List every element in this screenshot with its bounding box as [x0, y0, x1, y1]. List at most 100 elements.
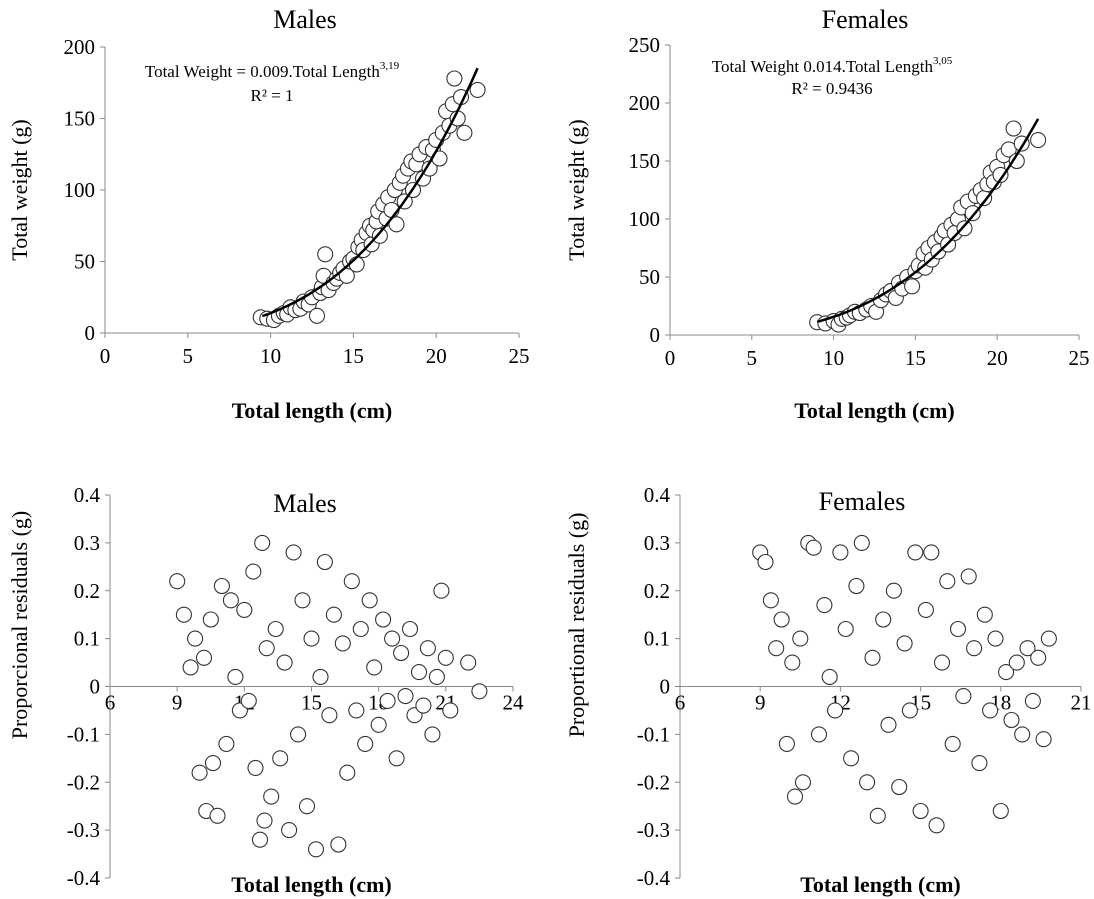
y-tick-label: 0.1: [74, 627, 100, 651]
x-tick-label: 20: [426, 344, 447, 368]
data-point: [285, 544, 302, 561]
females-weight-chart: Females 0 50 100 150 200 250 0 5 10 15 20 25 Total le…: [547, 0, 1094, 440]
data-point: [384, 630, 401, 647]
data-point: [971, 755, 988, 772]
data-point: [419, 640, 436, 657]
data-point: [471, 683, 488, 700]
x-axis-label: Total length (cm): [232, 398, 393, 423]
chart-title: Males: [273, 5, 337, 34]
data-point: [437, 649, 454, 666]
data-point: [794, 774, 812, 791]
data-point: [267, 620, 284, 638]
data-point: [379, 692, 396, 709]
x-tick-label: 6: [675, 691, 686, 715]
x-axis-label: Total length (cm): [231, 872, 392, 897]
y-tick-label: 0.4: [74, 483, 101, 507]
data-point: [245, 563, 262, 580]
y-tick-label: -0.3: [67, 818, 100, 842]
x-tick-label: 10: [823, 346, 844, 370]
y-tick-label: -0.4: [637, 866, 671, 890]
data-point: [343, 573, 360, 590]
y-tick-label: 0.2: [644, 579, 670, 603]
data-point: [307, 841, 325, 858]
data-point: [227, 668, 244, 685]
x-axis-label: Total length (cm): [794, 398, 955, 423]
x-axis-label: Total length (cm): [800, 872, 961, 897]
r-squared-label: R² = 1: [250, 86, 293, 105]
data-point: [912, 802, 929, 820]
data-point: [316, 553, 333, 571]
x-tick-label: 25: [1069, 346, 1090, 370]
data-point: [175, 606, 192, 623]
data-point: [303, 630, 320, 647]
data-point: [213, 577, 230, 595]
data-point: [923, 544, 940, 561]
data-point: [1014, 726, 1031, 743]
data-point: [456, 124, 473, 141]
data-point: [859, 774, 876, 791]
data-point: [294, 592, 311, 609]
data-point: [992, 166, 1009, 183]
data-point: [393, 644, 410, 662]
data-point: [195, 649, 213, 666]
data-point: [1005, 120, 1022, 137]
data-point: [896, 635, 913, 652]
data-point: [251, 831, 269, 848]
y-tick-label: -0.1: [67, 722, 100, 746]
x-tick-label: 15: [343, 344, 364, 368]
data-point: [191, 764, 208, 781]
data-point: [917, 601, 934, 618]
males-residuals-chart: Males-0.4-0.3-0.2-0.100.10.20.30.4691215…: [0, 440, 547, 899]
power-trendline: [816, 118, 1040, 324]
data-point: [325, 606, 342, 623]
data-point: [827, 702, 844, 719]
chart-title: Males: [273, 489, 337, 518]
x-tick-label: 9: [172, 691, 183, 715]
data-point: [388, 750, 405, 767]
x-tick-label: 10: [260, 344, 281, 368]
data-point: [992, 802, 1009, 820]
y-tick-label: 150: [64, 107, 96, 131]
y-axis-label: Total weight (g): [564, 119, 589, 260]
data-point: [222, 592, 239, 609]
data-point: [254, 534, 271, 551]
data-point: [375, 611, 392, 628]
x-tick-label: 5: [747, 346, 758, 370]
x-tick-label: 5: [183, 344, 194, 368]
y-tick-label: 150: [629, 149, 661, 173]
data-point: [281, 822, 298, 839]
females-weight-chart-svg: Females 0 50 100 150 200 250 0 5 10 15 20 25 Total le…: [564, 5, 1090, 423]
data-point: [348, 256, 365, 273]
y-tick-label: 200: [64, 35, 96, 59]
y-tick-label: 0.4: [644, 483, 671, 507]
data-point: [784, 654, 801, 671]
data-point: [370, 716, 387, 733]
data-point: [1040, 630, 1057, 647]
r-squared-label: R² = 0.9436: [791, 79, 872, 98]
data-point: [361, 592, 378, 609]
y-tick-label: 200: [629, 91, 661, 115]
x-tick-label: 0: [665, 346, 676, 370]
data-point: [352, 620, 369, 638]
data-point: [256, 812, 273, 829]
data-point: [321, 707, 338, 724]
data-point: [187, 630, 204, 647]
data-point: [786, 788, 804, 805]
females-residuals-chart: Females -0.4 -0.3 -0.2 -0.1 0 0.1 0.2 0.3 0.4 6 9 12…: [547, 440, 1094, 899]
data-point: [864, 649, 881, 666]
y-tick-label: -0.3: [637, 818, 670, 842]
x-tick-label: 15: [301, 691, 322, 715]
x-tick-label: 15: [905, 346, 926, 370]
data-point: [810, 726, 828, 743]
data-point: [317, 246, 334, 263]
data-point: [792, 630, 809, 647]
data-point: [757, 553, 774, 571]
data-point: [218, 735, 235, 752]
data-point: [955, 688, 972, 705]
data-point: [247, 759, 264, 776]
data-point: [960, 568, 977, 585]
data-point: [998, 664, 1015, 681]
y-tick-label: 0: [90, 675, 101, 699]
data-point: [821, 668, 838, 685]
data-point: [773, 611, 790, 628]
